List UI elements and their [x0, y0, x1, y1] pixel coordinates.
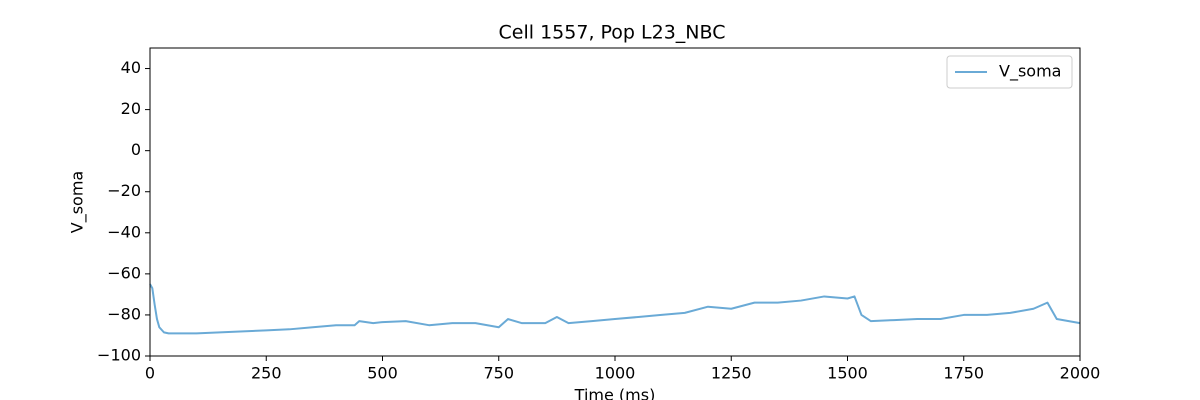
x-tick-label: 1500 — [827, 364, 868, 383]
x-tick-label: 1000 — [595, 364, 636, 383]
legend-box — [946, 55, 1073, 89]
x-tick-label: 2000 — [1060, 364, 1101, 383]
y-tick-label: −80 — [107, 304, 141, 323]
x-tick-label: 1750 — [943, 364, 984, 383]
x-tick-label: 500 — [367, 364, 398, 383]
y-tick-label: 40 — [121, 58, 141, 77]
legend-label: V_soma — [999, 62, 1061, 82]
plot-frame — [149, 47, 1081, 357]
y-tick-label: 0 — [131, 140, 141, 159]
y-tick-label: 20 — [121, 99, 141, 118]
y-tick-label: −100 — [97, 346, 141, 365]
x-axis-label: Time (ms) — [574, 386, 656, 400]
x-tick-label: 250 — [251, 364, 282, 383]
x-tick-label: 750 — [483, 364, 514, 383]
y-tick-label: −20 — [107, 181, 141, 200]
x-tick-label: 1250 — [711, 364, 752, 383]
y-tick-label: −40 — [107, 222, 141, 241]
y-axis-label: V_soma — [68, 171, 88, 233]
data-line — [149, 283, 1081, 335]
y-tick-label: −60 — [107, 263, 141, 282]
chart-title: Cell 1557, Pop L23_NBC — [499, 22, 726, 44]
x-tick-label: 0 — [145, 364, 155, 383]
